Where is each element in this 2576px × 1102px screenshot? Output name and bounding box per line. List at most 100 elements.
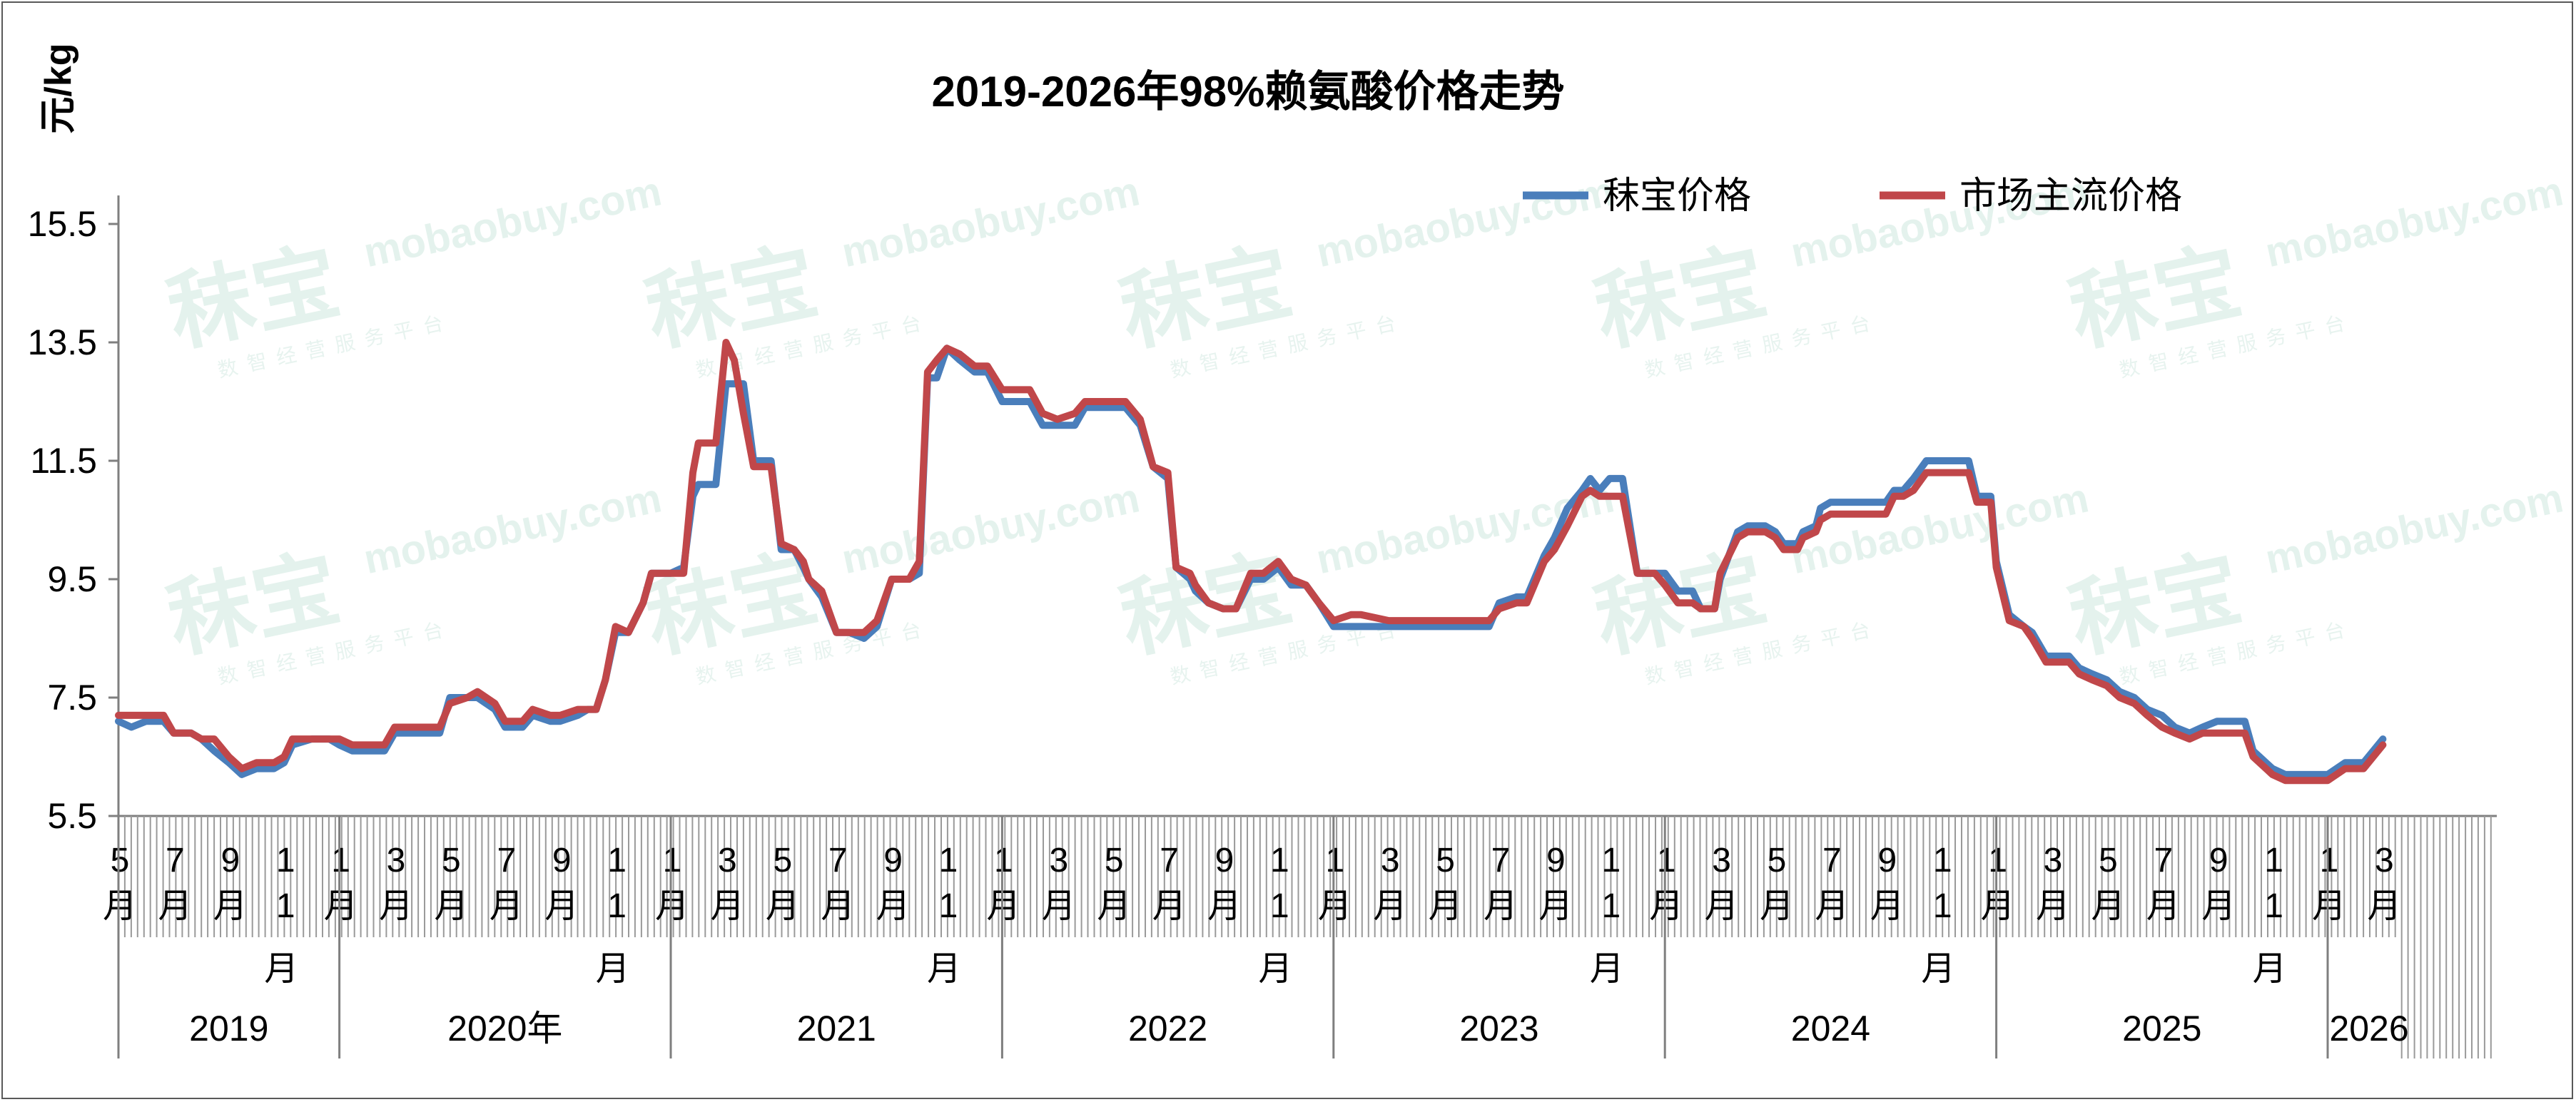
x-month-char: 月 [544, 887, 579, 925]
x-month-label: 9月 [876, 842, 911, 925]
watermark-domain: mobaobuy.com [838, 474, 1144, 583]
x-month-label: 7月 [158, 842, 192, 925]
x-month-char: 月 [2367, 887, 2401, 925]
x-month-char: 月 [2036, 887, 2070, 925]
x-month-digit: 5 [442, 842, 461, 879]
x-month-digit: 1 [1657, 842, 1676, 879]
x-month-label: 1月 [2312, 842, 2346, 925]
y-tick-label: 7.5 [47, 678, 97, 718]
x-month-label: 1 1 月 [1258, 842, 1292, 988]
x-year-label: 2022 [1128, 1009, 1207, 1049]
x-month-digit: 1 [1270, 887, 1289, 925]
x-month-label: 1月 [1318, 842, 1352, 925]
x-month-label: 1 1 月 [2253, 842, 2287, 988]
x-month-char: 月 [821, 887, 855, 925]
x-month-label: 1 1 月 [596, 842, 630, 988]
x-month-digit: 9 [552, 842, 572, 879]
x-month-digit: 1 [939, 842, 958, 879]
x-month-digit: 7 [828, 842, 848, 879]
x-month-label: 7月 [2146, 842, 2181, 925]
x-month-digit: 9 [1215, 842, 1234, 879]
chart-legend: 秣宝价格 市场主流价格 [1523, 175, 2182, 217]
x-month-char: 月 [1815, 887, 1849, 925]
x-month-label: 1 1 月 [927, 842, 961, 988]
x-month-char: 月 [2253, 950, 2287, 988]
watermark-domain: mobaobuy.com [1312, 168, 1618, 276]
x-month-digit: 7 [2154, 842, 2173, 879]
x-month-digit: 1 [2264, 842, 2283, 879]
x-month-label: 1 1 月 [1590, 842, 1624, 988]
x-month-label: 5月 [2091, 842, 2125, 925]
x-year-label: 2024 [1791, 1009, 1870, 1049]
x-month-char: 月 [490, 887, 524, 925]
x-month-label: 1月 [986, 842, 1020, 925]
x-month-label: 3月 [2367, 842, 2401, 925]
x-month-digit: 1 [1933, 887, 1952, 925]
chart-title: 2019-2026年98%赖氨酸价格走势 [931, 68, 1564, 116]
x-month-digit: 1 [1933, 842, 1952, 879]
series-line-market [115, 339, 2387, 785]
x-month-char: 月 [213, 887, 248, 925]
x-month-digit: 1 [331, 842, 350, 879]
x-month-digit: 1 [276, 842, 295, 879]
x-month-label: 7月 [1815, 842, 1849, 925]
x-month-digit: 1 [1325, 842, 1344, 879]
x-month-label: 9月 [1538, 842, 1573, 925]
x-month-char: 月 [927, 950, 961, 988]
x-month-label: 3月 [1373, 842, 1407, 925]
x-month-label: 3月 [1705, 842, 1739, 925]
x-month-digit: 1 [994, 842, 1013, 879]
x-month-char: 月 [1760, 887, 1794, 925]
x-month-digit: 7 [1822, 842, 1842, 879]
y-axis: 5.5 7.5 9.5 11.5 13.5 15.5 [28, 195, 120, 836]
x-month-char: 月 [2201, 887, 2236, 925]
x-month-digit: 5 [111, 842, 130, 879]
x-month-digit: 1 [607, 887, 627, 925]
x-month-label: 9月 [213, 842, 248, 925]
x-month-char: 月 [596, 950, 630, 988]
x-month-digit: 1 [1270, 842, 1289, 879]
x-month-label: 1 1 月 [1921, 842, 1955, 988]
x-month-label: 1月 [324, 842, 358, 925]
x-month-label: 3月 [2036, 842, 2070, 925]
x-month-char: 月 [986, 887, 1020, 925]
x-month-label: 3月 [710, 842, 744, 925]
x-month-digit: 9 [2209, 842, 2228, 879]
x-month-digit: 9 [1546, 842, 1566, 879]
x-axis: 5月7月9月11月1月3月5月7月9月11月1月3月5月7月9月11月1月3月5… [103, 815, 2497, 1058]
series-layer [115, 339, 2387, 785]
x-month-digit: 5 [1768, 842, 1787, 879]
x-month-digit: 1 [663, 842, 682, 879]
x-month-digit: 1 [2320, 842, 2339, 879]
x-month-char: 月 [324, 887, 358, 925]
x-month-char: 月 [2312, 887, 2346, 925]
x-month-label: 5月 [103, 842, 137, 925]
x-month-digit: 1 [1601, 842, 1621, 879]
x-month-label: 5月 [1097, 842, 1131, 925]
x-month-char: 月 [2146, 887, 2181, 925]
x-year-label: 2020年 [447, 1009, 562, 1049]
x-month-digit: 1 [939, 887, 958, 925]
x-month-digit: 3 [387, 842, 406, 879]
x-year-label: 2026 [2329, 1009, 2408, 1049]
x-axis-tick-stripes [118, 816, 2492, 1058]
x-month-digit: 1 [1988, 842, 2007, 879]
x-month-char: 月 [1649, 887, 1683, 925]
x-month-char: 月 [1484, 887, 1518, 925]
legend-label-market: 市场主流价格 [1959, 175, 2182, 217]
x-month-label: 5月 [1429, 842, 1463, 925]
x-month-digit: 7 [166, 842, 185, 879]
x-month-digit: 3 [1049, 842, 1068, 879]
x-month-label: 3月 [1042, 842, 1076, 925]
y-tick-label: 15.5 [28, 204, 97, 244]
x-month-char: 月 [1318, 887, 1352, 925]
x-year-label: 2021 [797, 1009, 876, 1049]
x-month-char: 月 [1870, 887, 1905, 925]
x-month-char: 月 [103, 887, 137, 925]
x-month-char: 月 [2091, 887, 2125, 925]
